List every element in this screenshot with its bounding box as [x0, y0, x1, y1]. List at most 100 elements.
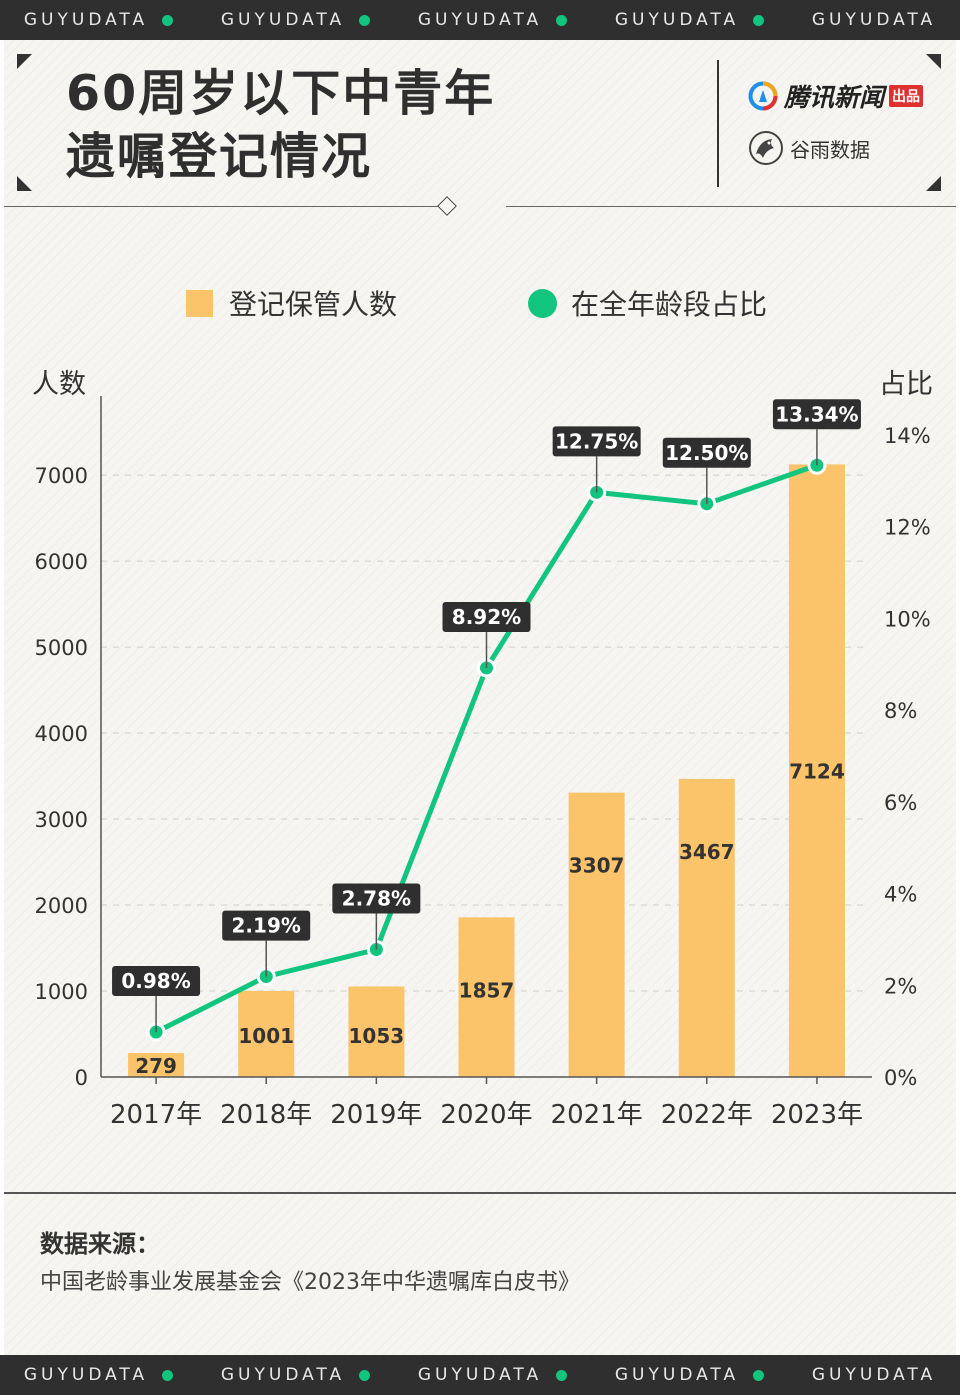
- point-value-label: 12.75%: [555, 429, 638, 453]
- bar: [238, 990, 295, 1077]
- band-item: GUYUDATA: [221, 1365, 371, 1385]
- x-tick-label: 2018年: [220, 1100, 312, 1130]
- band-item: GUYUDATA: [811, 10, 937, 30]
- corner-mark-icon: [926, 176, 941, 191]
- band-item: GUYUDATA: [811, 1365, 937, 1385]
- bar: [348, 986, 405, 1077]
- tencent-badge: 出品: [889, 85, 924, 107]
- x-tick-label: 2021年: [551, 1100, 643, 1130]
- header-divider: [717, 60, 719, 187]
- bar: [788, 464, 845, 1077]
- bar-value-label: 3467: [679, 840, 735, 864]
- bar: [128, 1053, 185, 1077]
- band-dot-icon: [162, 14, 174, 26]
- band-dot-icon: [753, 1369, 765, 1381]
- point-value-label: 12.50%: [665, 441, 748, 465]
- bar-value-label: 3307: [569, 854, 625, 878]
- source-text: 中国老龄事业发展基金会《2023年中华遗嘱库白皮书》: [40, 1270, 580, 1295]
- y-right-tick-label: 6%: [884, 791, 917, 815]
- bar-value-label: 1857: [459, 978, 515, 1002]
- point-value-label: 0.98%: [121, 969, 190, 993]
- callout-box: [332, 883, 421, 914]
- y-right-tick-label: 8%: [884, 699, 917, 723]
- title-line-1: 60周岁以下中青年: [66, 65, 496, 122]
- band-dot-icon: [753, 14, 765, 26]
- legend-item-line: 在全年龄段占比: [528, 283, 767, 323]
- y-tick-label: 4000: [35, 722, 88, 746]
- y-right-tick-label: 0%: [884, 1066, 917, 1090]
- x-tick-label: 2022年: [661, 1100, 753, 1130]
- page-title: 60周岁以下中青年 遗嘱登记情况: [66, 62, 495, 188]
- band-item: GUYUDATA: [24, 1365, 174, 1385]
- bar-value-label: 1053: [349, 1024, 405, 1048]
- legend-bar-label: 登记保管人数: [229, 288, 398, 321]
- y-tick-label: 0: [75, 1066, 88, 1090]
- legend-line-label: 在全年龄段占比: [571, 288, 768, 321]
- y-tick-label: 3000: [35, 808, 88, 832]
- corner-mark-icon: [926, 54, 941, 69]
- x-tick-label: 2023年: [771, 1100, 863, 1130]
- callout-box: [662, 437, 751, 468]
- bar-value-label: 279: [135, 1054, 177, 1078]
- header-rule-right: [506, 206, 956, 207]
- point-value-label: 2.78%: [342, 887, 411, 911]
- legend-item-bar: 登记保管人数: [186, 283, 397, 323]
- tencent-news-icon: [748, 81, 778, 111]
- bar-value-label: 7124: [789, 760, 845, 784]
- band-dot-icon: [556, 1369, 568, 1381]
- band-dot-icon: [359, 14, 371, 26]
- y-right-tick-label: 12%: [884, 516, 931, 540]
- band-item: GUYUDATA: [615, 1365, 765, 1385]
- header-rule-left: [4, 206, 456, 207]
- band-item: GUYUDATA: [418, 10, 568, 30]
- tencent-news-text: 腾讯新闻: [784, 83, 885, 112]
- x-tick-label: 2017年: [110, 1100, 202, 1130]
- bar-value-label: 1001: [238, 1024, 294, 1048]
- y-right-tick-label: 2%: [884, 974, 917, 998]
- callout-box: [222, 910, 311, 941]
- y-tick-label: 2000: [35, 894, 88, 918]
- band-dot-icon: [359, 1369, 371, 1381]
- bar: [678, 778, 735, 1077]
- bar: [568, 792, 625, 1077]
- y-tick-label: 6000: [35, 550, 88, 574]
- band-item: GUYUDATA: [418, 1365, 568, 1385]
- callout-box: [442, 601, 531, 632]
- corner-mark-icon: [17, 176, 32, 191]
- source-label: 数据来源：: [40, 1230, 160, 1258]
- band-dot-icon: [556, 14, 568, 26]
- x-tick-label: 2020年: [440, 1100, 532, 1130]
- callout-box: [112, 966, 201, 997]
- chart-area: 0 1000 2000 3000 4000 5000 6000 7000 0% 2% 4% 6% 8% 1…: [32, 369, 933, 1130]
- point-value-label: 2.19%: [232, 914, 301, 938]
- callout-box: [772, 399, 861, 430]
- content-panel: 60周岁以下中青年 遗嘱登记情况 腾讯新闻 出品 谷雨数据 登记保管人数 在全年…: [4, 40, 956, 1355]
- y-tick-label: 1000: [35, 980, 88, 1004]
- footer-rule: [4, 1192, 956, 1194]
- band-item: GUYUDATA: [221, 10, 371, 30]
- x-tick-label: 2019年: [330, 1100, 422, 1130]
- corner-mark-icon: [17, 54, 32, 69]
- point-value-label: 13.34%: [775, 402, 858, 426]
- bar: [458, 917, 515, 1077]
- point-value-label: 8.92%: [452, 605, 521, 629]
- guyu-data-logo: 谷雨数据: [748, 130, 870, 166]
- legend-line-swatch-icon: [528, 288, 557, 318]
- tencent-news-logo: 腾讯新闻 出品: [748, 78, 924, 114]
- bottom-brand-band: GUYUDATA GUYUDATA GUYUDATA GUYUDATA GUYU…: [0, 1355, 960, 1395]
- band-item: GUYUDATA: [615, 10, 765, 30]
- y-tick-label: 5000: [35, 636, 88, 660]
- y-right-tick-label: 4%: [884, 883, 917, 907]
- band-dot-icon: [162, 1369, 174, 1381]
- band-item: GUYUDATA: [24, 10, 174, 30]
- top-brand-band: GUYUDATA GUYUDATA GUYUDATA GUYUDATA GUYU…: [0, 0, 960, 40]
- y-tick-label: 7000: [35, 464, 88, 488]
- bird-icon: [749, 131, 783, 165]
- y-right-tick-label: 10%: [884, 607, 931, 631]
- y-right-tick-label: 14%: [884, 424, 931, 448]
- title-line-2: 遗嘱登记情况: [66, 128, 373, 185]
- y-right-axis-title: 占比: [879, 369, 933, 400]
- legend-bar-swatch-icon: [186, 289, 213, 317]
- callout-box: [552, 426, 641, 457]
- guyu-data-text: 谷雨数据: [790, 137, 870, 162]
